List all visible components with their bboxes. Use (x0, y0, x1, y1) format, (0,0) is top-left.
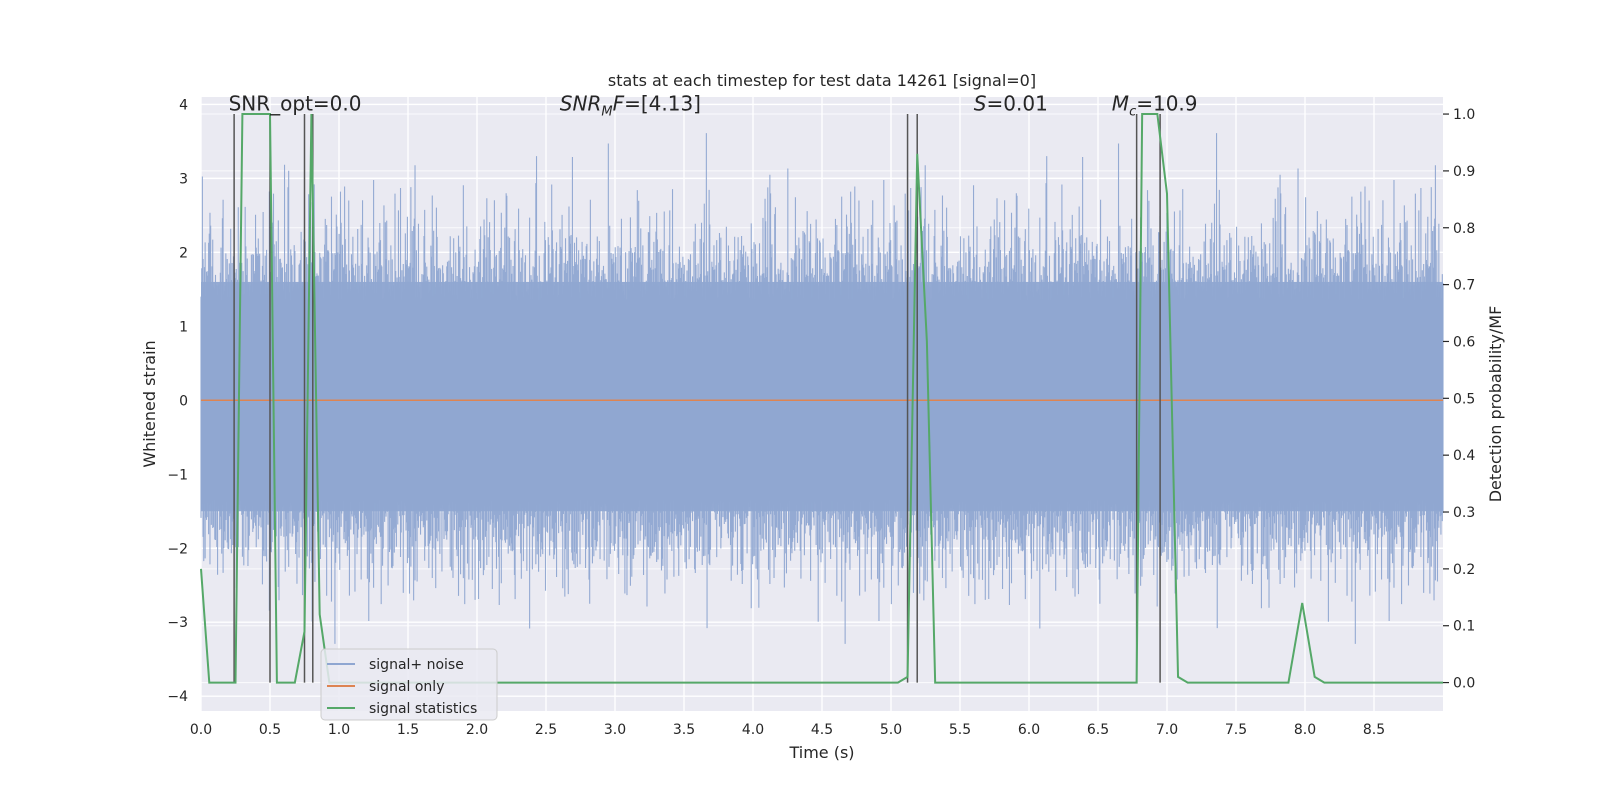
y2-tick-label: 0.4 (1453, 448, 1475, 464)
x-tick-label: 4.5 (811, 722, 833, 738)
annotation-text: Mc=10.9 (1112, 91, 1198, 119)
x-tick-label: 3.5 (673, 722, 695, 738)
detection-markers (233, 114, 1161, 683)
y2-tick-label: 1.0 (1453, 107, 1475, 123)
y2-tick-label: 0.2 (1453, 562, 1475, 578)
y2-tick-label: 0.6 (1453, 334, 1475, 350)
x-tick-label: 0.5 (259, 722, 281, 738)
y2-tick-label: 0.1 (1453, 619, 1475, 635)
x-tick-label: 2.5 (535, 722, 557, 738)
annotations: SNR_opt=0.0 SNRMF=[4.13] S=0.01 Mc=10.9 (229, 91, 1198, 119)
y-tick-label: 3 (179, 171, 188, 187)
x-tick-label: 6.5 (1087, 722, 1109, 738)
y2-axis-ticks: 1.0 0.9 0.8 0.7 0.6 0.5 0.4 0.3 0.2 0.1 0.0 (1443, 107, 1475, 692)
series-signal-statistics (200, 113, 1443, 684)
series-signal-noise (200, 133, 1444, 644)
y2-tick-label: 0.7 (1453, 278, 1475, 294)
x-tick-label: 4.0 (742, 722, 764, 738)
x-tick-label: 8.0 (1294, 722, 1316, 738)
y2-tick-label: 0.0 (1453, 676, 1475, 692)
y-tick-label: −3 (167, 615, 188, 631)
chart-title: stats at each timestep for test data 142… (608, 71, 1036, 90)
y-tick-label: −1 (167, 467, 188, 483)
y-tick-label: 1 (179, 319, 188, 335)
x-axis-label: Time (s) (788, 743, 854, 762)
legend: signal+ noise signal only signal statistic… (320, 648, 498, 721)
legend-label: signal+ noise (369, 657, 464, 673)
annotation-text: SNRMF=[4.13] (560, 91, 701, 119)
x-tick-label: 6.0 (1018, 722, 1040, 738)
x-tick-label: 5.0 (880, 722, 902, 738)
legend-label: signal only (369, 679, 444, 695)
y-tick-label: −4 (167, 689, 188, 705)
legend-box (320, 648, 498, 721)
y-tick-label: −2 (167, 541, 188, 557)
x-axis-ticks: 0.0 0.5 1.0 1.5 2.0 2.5 3.0 3.5 4.0 4.5 5.0 5.5 6.0 6… (190, 722, 1385, 738)
x-tick-label: 7.0 (1156, 722, 1178, 738)
y2-tick-label: 0.9 (1453, 164, 1475, 180)
y2-tick-label: 0.3 (1453, 505, 1475, 521)
x-tick-label: 5.5 (949, 722, 971, 738)
x-tick-label: 8.5 (1363, 722, 1385, 738)
y2-tick-label: 0.5 (1453, 391, 1475, 407)
x-tick-label: 2.0 (466, 722, 488, 738)
x-tick-label: 0.0 (190, 722, 212, 738)
x-tick-label: 1.0 (328, 722, 350, 738)
x-tick-label: 1.5 (397, 722, 419, 738)
y-axis-ticks: 4 3 2 1 0 −1 −2 −3 −4 (167, 97, 188, 705)
y-tick-label: 4 (179, 97, 188, 113)
annotation-text: S=0.01 (974, 91, 1048, 115)
y-tick-label: 2 (179, 245, 188, 261)
y-tick-label: 0 (179, 393, 188, 409)
legend-label: signal statistics (369, 701, 477, 717)
x-tick-label: 7.5 (1225, 722, 1247, 738)
y2-tick-label: 0.8 (1453, 221, 1475, 237)
x-tick-label: 3.0 (604, 722, 626, 738)
annotation-text: SNR_opt=0.0 (229, 91, 362, 115)
signal-statistics-line (200, 113, 1443, 684)
y2-axis-label: Detection probability/MF (1486, 306, 1505, 503)
signal-noise-core (201, 281, 1443, 512)
y-axis-label: Whitened strain (140, 340, 159, 467)
